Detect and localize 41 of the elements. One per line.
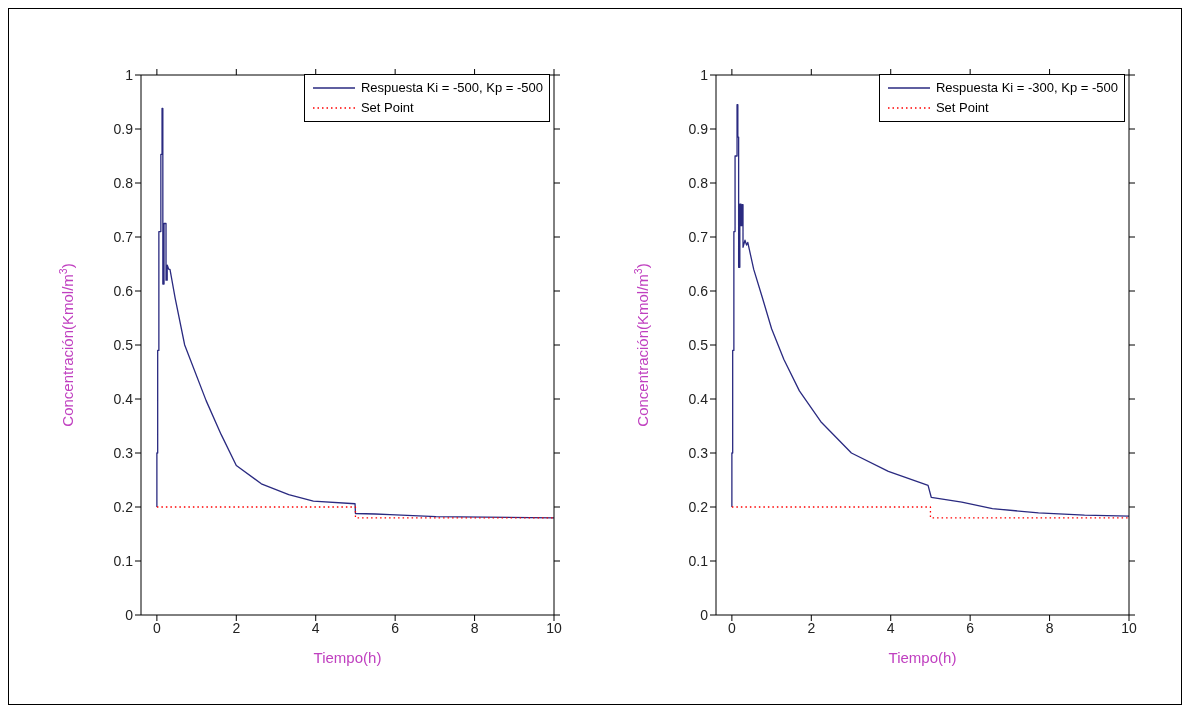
y-tick-label: 0.6	[688, 282, 709, 299]
x-tick-label: 4	[311, 619, 320, 636]
x-tick-label: 6	[391, 619, 400, 636]
x-tick-label: 2	[232, 619, 241, 636]
y-tick-label: 0.7	[113, 228, 134, 245]
y-tick-label: 1	[700, 66, 709, 83]
y-tick-label: 0	[700, 606, 709, 623]
y-tick-label: 0.2	[113, 498, 134, 515]
legend-label: Set Point	[360, 99, 414, 117]
y-tick-label: 0.5	[113, 336, 134, 353]
y-tick-label: 0.1	[113, 552, 134, 569]
x-tick-label: 0	[727, 619, 736, 636]
y-tick-label: 0.4	[688, 390, 709, 407]
y-tick-label: 0.2	[688, 498, 709, 515]
y-tick-label: 0.8	[113, 174, 134, 191]
y-tick-label: 0.3	[113, 444, 134, 461]
y-tick-label: 0.5	[688, 336, 709, 353]
y-tick-label: 0.1	[688, 552, 709, 569]
x-tick-label: 2	[807, 619, 816, 636]
x-tick-label: 4	[886, 619, 895, 636]
x-tick-label: 6	[966, 619, 975, 636]
x-tick-label: 8	[1045, 619, 1054, 636]
line-series	[731, 104, 1129, 517]
x-axis-title: Tiempo(h)	[313, 649, 382, 666]
y-tick-label: 0	[125, 606, 134, 623]
y-tick-label: 0.4	[113, 390, 134, 407]
y-tick-label: 0.9	[688, 120, 709, 137]
y-tick-label: 1	[125, 66, 134, 83]
legend-label: Respuesta Ki = -500, Kp = -500	[360, 79, 543, 97]
y-tick-label: 0.7	[688, 228, 709, 245]
y-tick-label: 0.8	[688, 174, 709, 191]
legend-label: Set Point	[935, 99, 989, 117]
y-tick-label: 0.3	[688, 444, 709, 461]
y-tick-label: 0.6	[113, 282, 134, 299]
x-axis-title: Tiempo(h)	[888, 649, 957, 666]
x-tick-label: 0	[152, 619, 161, 636]
x-tick-label: 10	[546, 619, 562, 636]
legend-label: Respuesta Ki = -300, Kp = -500	[935, 79, 1118, 97]
y-tick-label: 0.9	[113, 120, 134, 137]
x-tick-label: 10	[1121, 619, 1137, 636]
x-tick-label: 8	[470, 619, 479, 636]
